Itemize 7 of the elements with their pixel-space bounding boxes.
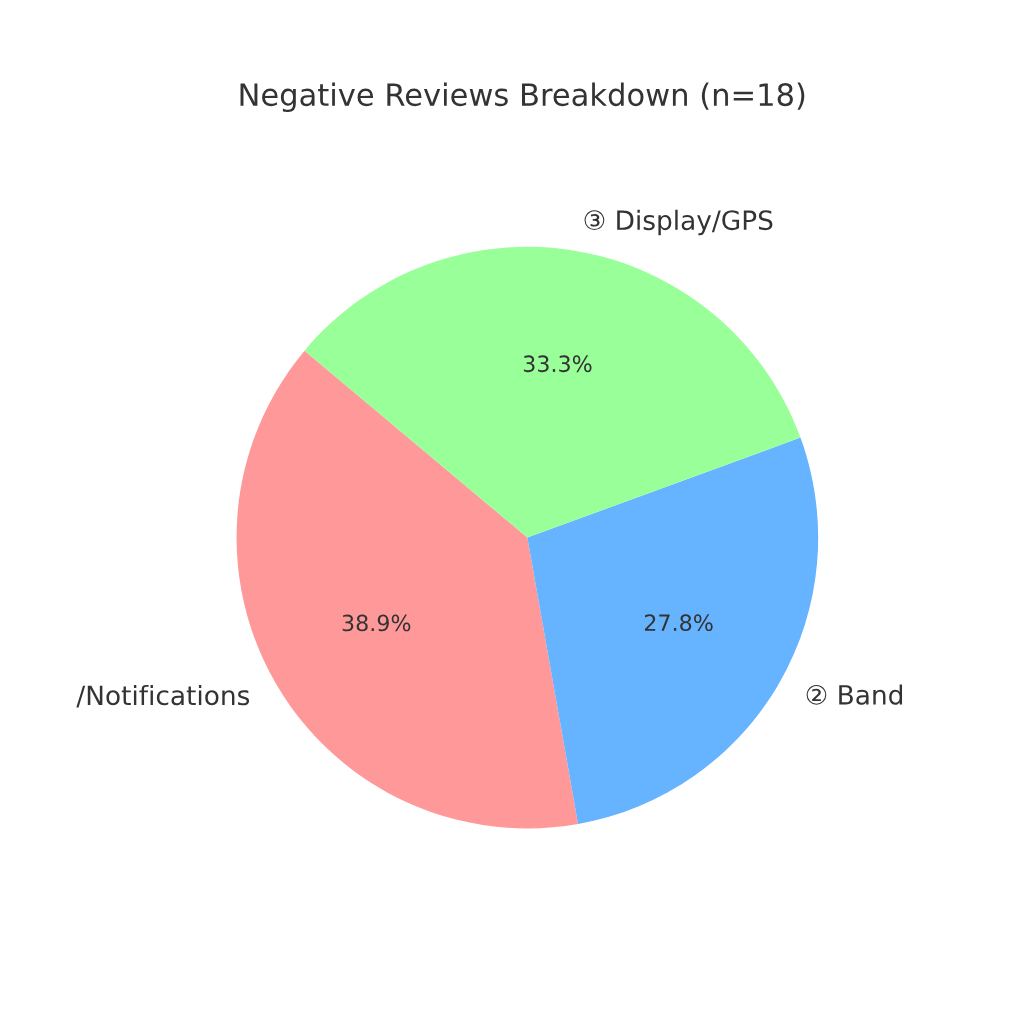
slice-label: ② Band bbox=[806, 684, 903, 705]
slice-label: ③ Display/GPS bbox=[584, 209, 773, 236]
data-label: 33.3% bbox=[523, 355, 592, 373]
data-label: 38.9% bbox=[342, 614, 411, 632]
data-label: 27.8% bbox=[644, 614, 713, 632]
chart-title: Negative Reviews Breakdown (n=18) bbox=[240, 82, 805, 113]
slice-label: /Notifications bbox=[76, 684, 250, 708]
